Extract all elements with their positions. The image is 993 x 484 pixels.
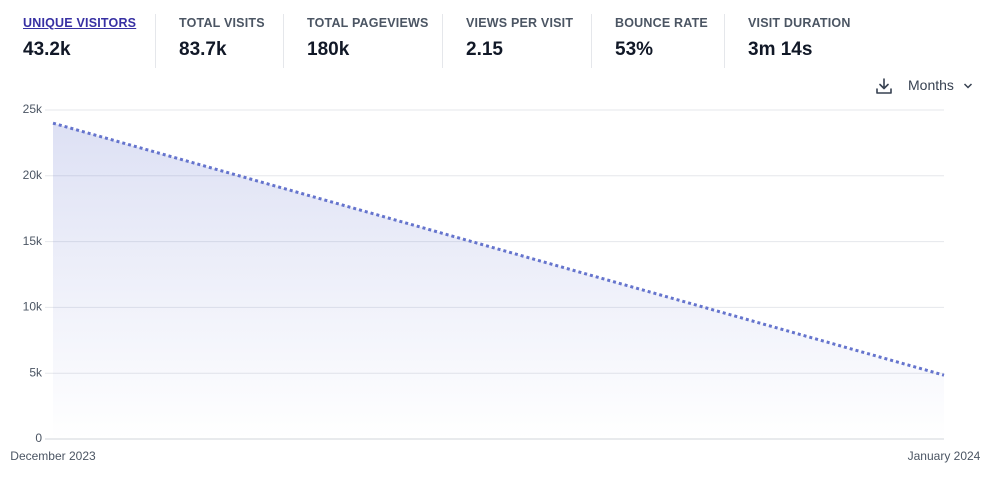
x-tick-label: December 2023	[10, 449, 96, 463]
stat-tab[interactable]: UNIQUE VISITORS 43.2k	[23, 14, 136, 68]
stat-tab[interactable]: BOUNCE RATE 53%	[615, 14, 708, 68]
stat-value: 2.15	[466, 39, 503, 60]
divider	[442, 14, 443, 68]
stat-tab[interactable]: VIEWS PER VISIT 2.15	[466, 14, 573, 68]
divider	[591, 14, 592, 68]
y-tick-label: 5k	[29, 365, 43, 379]
y-tick-label: 0	[35, 431, 42, 445]
interval-picker[interactable]: Months	[908, 77, 973, 93]
stats-bar: UNIQUE VISITORS 43.2k TOTAL VISITS 83.7k TOT…	[0, 0, 993, 70]
interval-label: Months	[908, 77, 954, 93]
stat-value: 180k	[307, 39, 350, 60]
stat-value: 53%	[615, 39, 654, 60]
divider	[155, 14, 156, 68]
stat-label: VISIT DURATION	[748, 16, 851, 30]
stat-label: TOTAL VISITS	[179, 16, 265, 30]
stat-tab[interactable]: VISIT DURATION 3m 14s	[748, 14, 851, 68]
y-tick-label: 15k	[23, 234, 43, 248]
stat-tab[interactable]: TOTAL VISITS 83.7k	[179, 14, 265, 68]
x-tick-label: January 2024	[908, 449, 981, 463]
y-tick-label: 25k	[23, 102, 43, 116]
stat-label: UNIQUE VISITORS	[23, 16, 137, 30]
stat-value: 83.7k	[179, 39, 227, 60]
line	[52, 121, 945, 377]
y-tick-label: 20k	[23, 168, 43, 182]
download-icon[interactable]	[874, 76, 894, 96]
stat-value: 43.2k	[23, 39, 71, 60]
stat-tab[interactable]: TOTAL PAGEVIEWS 180k	[307, 14, 429, 68]
stat-label: VIEWS PER VISIT	[466, 16, 574, 30]
divider	[724, 14, 725, 68]
stat-label: BOUNCE RATE	[615, 16, 708, 30]
chevron	[963, 83, 972, 89]
stat-value: 3m 14s	[748, 39, 813, 60]
stat-label: TOTAL PAGEVIEWS	[307, 16, 429, 30]
area	[53, 123, 944, 439]
y-tick-label: 10k	[23, 300, 43, 314]
divider	[283, 14, 284, 68]
